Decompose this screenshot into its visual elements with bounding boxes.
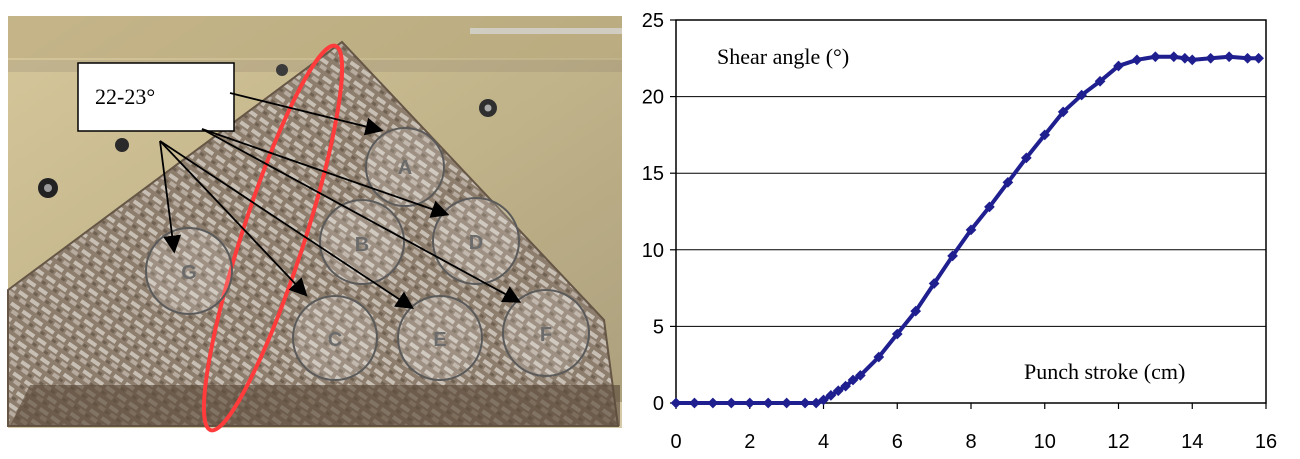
data-point-diamond bbox=[1205, 52, 1217, 64]
y-axis-label: Shear angle (°) bbox=[717, 44, 849, 69]
data-point-diamond bbox=[1113, 60, 1124, 72]
bolt-icon bbox=[115, 138, 129, 152]
arrow-to-e bbox=[159, 140, 415, 309]
y-tick-label: 5 bbox=[653, 316, 664, 338]
data-point-diamond bbox=[840, 380, 851, 392]
region-circle-f bbox=[502, 289, 590, 377]
bolt-group bbox=[38, 64, 497, 198]
y-tick-label: 0 bbox=[653, 393, 664, 415]
region-label-b: B bbox=[355, 234, 369, 256]
region-label-c: C bbox=[328, 329, 342, 351]
data-point-diamond bbox=[847, 374, 859, 386]
region-label-d: D bbox=[469, 232, 483, 254]
bolt-highlight-icon bbox=[44, 184, 52, 192]
data-point-diamond bbox=[762, 397, 774, 409]
photo-rail bbox=[8, 16, 622, 58]
data-point-diamond bbox=[965, 224, 977, 236]
y-tick-label: 25 bbox=[642, 10, 664, 32]
arrow-to-g bbox=[159, 140, 182, 254]
region-circle-c bbox=[292, 295, 378, 381]
region-circle-a bbox=[365, 127, 445, 207]
data-point-diamond bbox=[725, 397, 737, 409]
x-tick-label: 6 bbox=[892, 431, 903, 453]
data-point-diamond bbox=[781, 397, 792, 409]
x-tick-label: 8 bbox=[965, 431, 976, 453]
y-axis: 0 5 10 15 20 25 bbox=[642, 10, 676, 415]
data-point-diamond bbox=[984, 201, 995, 213]
callout-arrows bbox=[159, 92, 522, 309]
shear-angle-series bbox=[670, 51, 1264, 409]
chart-panel: 0 2 4 6 8 10 12 14 16 0 5 10 15 20 25 Shear angle (°)… bbox=[642, 10, 1277, 453]
x-tick-label: 14 bbox=[1181, 431, 1203, 453]
data-point-diamond bbox=[707, 397, 719, 409]
data-point-diamond bbox=[1150, 51, 1161, 63]
data-point-diamond bbox=[928, 278, 940, 289]
data-point-diamond bbox=[1186, 54, 1198, 66]
region-circle-d bbox=[432, 197, 520, 285]
data-point-diamond bbox=[744, 397, 756, 409]
region-label-e: E bbox=[433, 329, 446, 351]
y-tick-label: 10 bbox=[642, 240, 664, 262]
data-point-diamond bbox=[1223, 51, 1235, 63]
angle-callout-label: 22-23° bbox=[95, 84, 155, 109]
pyramid-base-shadow bbox=[10, 385, 620, 426]
data-point-diamond bbox=[1168, 51, 1180, 63]
data-point-diamond bbox=[891, 328, 903, 340]
x-axis-label: Punch stroke (cm) bbox=[1024, 359, 1185, 384]
data-point-diamond bbox=[1253, 52, 1264, 64]
data-point-diamond bbox=[810, 397, 822, 409]
data-point-diamond bbox=[1057, 106, 1069, 118]
angle-callout-box bbox=[77, 62, 235, 132]
x-axis: 0 2 4 6 8 10 12 14 16 bbox=[670, 403, 1277, 453]
bolt-icon bbox=[276, 64, 288, 76]
chart-plot-area bbox=[675, 19, 1267, 404]
data-point-diamond bbox=[689, 397, 700, 409]
data-point-diamond bbox=[910, 305, 922, 317]
data-point-diamond bbox=[855, 370, 866, 381]
data-point-diamond bbox=[1242, 52, 1253, 64]
y-tick-label: 20 bbox=[642, 87, 664, 109]
arrow-to-a bbox=[229, 92, 384, 136]
photo-top-bar bbox=[470, 28, 622, 34]
data-point-diamond bbox=[1179, 52, 1191, 64]
arrow-to-c bbox=[159, 140, 308, 297]
data-point-diamond bbox=[1020, 152, 1032, 164]
x-tick-label: 0 bbox=[670, 431, 681, 453]
y-tick-label: 15 bbox=[642, 163, 664, 185]
data-point-diamond bbox=[818, 394, 829, 406]
bolt-highlight-icon bbox=[484, 104, 492, 112]
data-point-diamond bbox=[670, 397, 682, 409]
photo-panel: A B C D E F G 22-23° bbox=[7, 16, 622, 433]
x-tick-label: 4 bbox=[818, 431, 829, 453]
arrow-to-d bbox=[201, 128, 450, 218]
data-point-diamond bbox=[1131, 54, 1143, 66]
region-label-g: G bbox=[181, 262, 197, 284]
x-tick-label: 10 bbox=[1034, 431, 1056, 453]
data-point-diamond bbox=[799, 397, 811, 409]
region-label-f: F bbox=[540, 324, 552, 346]
data-point-diamond bbox=[1002, 177, 1014, 188]
data-point-diamond bbox=[1094, 75, 1106, 87]
data-point-diamond bbox=[1076, 89, 1087, 101]
data-point-diamond bbox=[873, 351, 885, 363]
region-circle-b bbox=[319, 199, 405, 285]
data-point-diamond bbox=[832, 385, 844, 397]
region-circle-e bbox=[397, 295, 483, 381]
data-point-diamond bbox=[1039, 129, 1051, 141]
data-point-diamond bbox=[947, 250, 958, 262]
x-tick-label: 16 bbox=[1255, 431, 1277, 453]
x-tick-label: 2 bbox=[744, 431, 755, 453]
angle-callout: 22-23° bbox=[77, 62, 235, 132]
data-point-diamond bbox=[825, 389, 837, 401]
arrow-to-f bbox=[201, 128, 522, 303]
region-label-a: A bbox=[398, 157, 412, 179]
x-tick-label: 12 bbox=[1107, 431, 1129, 453]
